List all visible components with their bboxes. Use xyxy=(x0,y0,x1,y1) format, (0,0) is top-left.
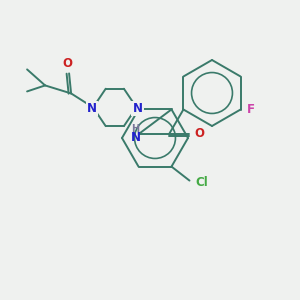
Text: F: F xyxy=(247,103,255,116)
Text: N: N xyxy=(87,102,97,115)
Text: Cl: Cl xyxy=(195,176,208,189)
Text: O: O xyxy=(194,127,204,140)
Text: N: N xyxy=(130,131,140,144)
Text: O: O xyxy=(62,57,72,70)
Text: H: H xyxy=(131,124,140,134)
Text: N: N xyxy=(133,102,142,115)
